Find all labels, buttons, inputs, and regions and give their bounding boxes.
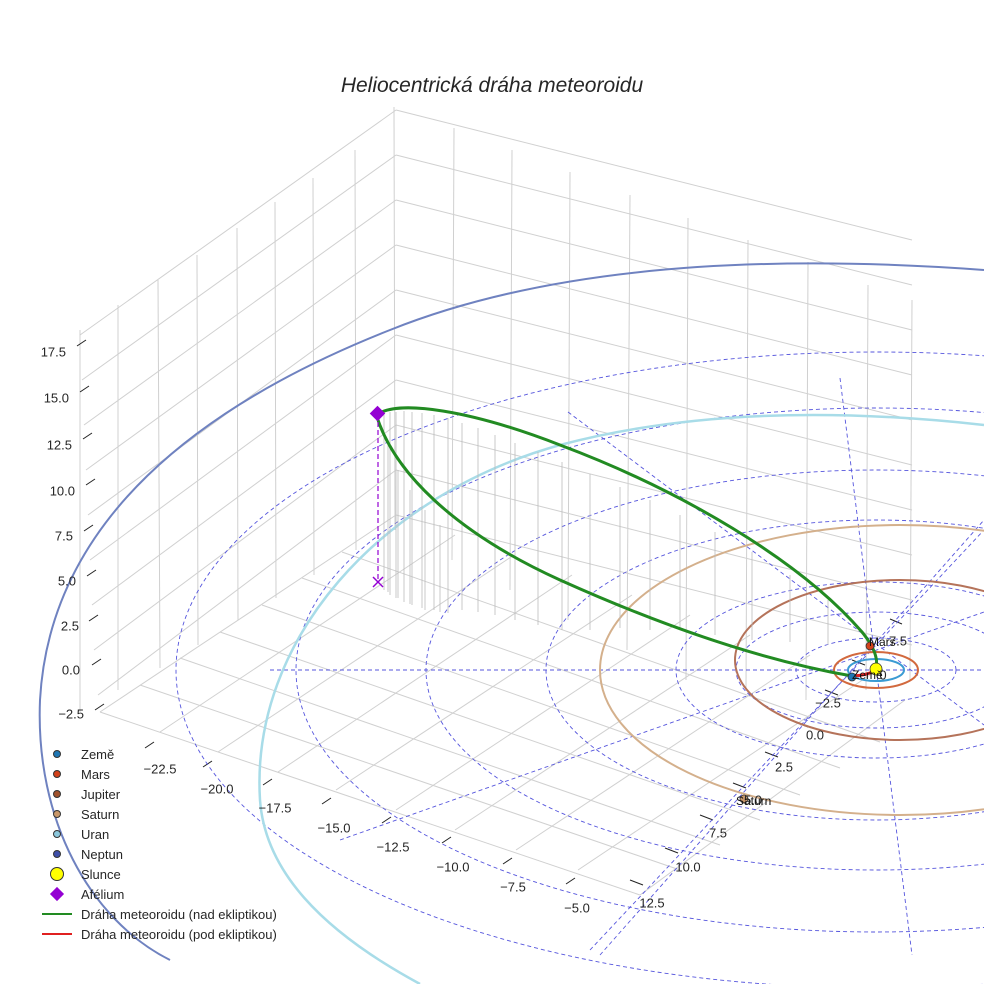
planet-orbits [38, 262, 984, 984]
bodies [739, 641, 883, 804]
z-axis-labels: 17.5 15.0 12.5 10.0 7.5 5.0 2.5 0.0 −2.5 [41, 344, 84, 721]
circle-marker-icon [40, 784, 74, 804]
y-tick-label: −2.5 [815, 695, 841, 710]
planet-labels: Mars Země Saturn [736, 635, 896, 808]
legend-label: Slunce [81, 866, 121, 882]
x-tick-label: −22.5 [144, 761, 177, 776]
tick-label: 0 [879, 667, 886, 682]
z-tick-label: 15.0 [44, 390, 69, 405]
legend-label: Uran [81, 826, 110, 842]
uranus-orbit [258, 413, 984, 984]
z-tick-label: 10.0 [50, 483, 75, 498]
mars-orbit [833, 651, 919, 689]
aphelion-marker [369, 405, 386, 422]
y-tick-label: 10.0 [675, 859, 700, 874]
extra-labels: 7.50 [879, 633, 907, 682]
y-tick-label: 12.5 [639, 895, 664, 910]
circle-marker-icon [40, 764, 74, 784]
legend-item: Afélium [40, 884, 277, 904]
planet-label: Mars [869, 635, 896, 649]
legend-item: Mars [40, 764, 277, 784]
meteoroid-orbit-above-lower [376, 418, 854, 678]
meteoroid-orbit-above [376, 406, 879, 670]
z-tick-label: −2.5 [58, 706, 84, 721]
chart-title: Heliocentrická dráha meteoroidu [340, 74, 644, 97]
line-marker-icon [40, 924, 74, 944]
line-marker-icon [40, 904, 74, 924]
legend-item: Dráha meteoroidu (nad ekliptikou) [40, 904, 277, 924]
saturn-marker [739, 794, 749, 804]
legend-label: Dráha meteoroidu (pod ekliptikou) [81, 926, 277, 942]
legend-item: Uran [40, 824, 277, 844]
droplines [383, 411, 829, 645]
x-tick-label: −12.5 [377, 839, 410, 854]
legend-item: Jupiter [40, 784, 277, 804]
legend-label: Jupiter [81, 786, 121, 802]
legend-label: Země [81, 746, 115, 762]
y-tick-label: 2.5 [775, 759, 793, 774]
legend-label: Mars [81, 766, 110, 782]
y-tick-label: 7.5 [709, 825, 727, 840]
circle-marker-icon [40, 844, 74, 864]
mars-marker [865, 641, 875, 651]
legend-item: Neptun [40, 844, 277, 864]
earth-marker [847, 672, 857, 682]
y-axis-labels: −2.5 0.0 2.5 5.0 7.5 10.0 12.5 [639, 695, 840, 910]
z-tick-label: 17.5 [41, 344, 66, 359]
circle-marker-icon [40, 744, 74, 764]
jupiter-orbit [734, 579, 984, 741]
neptune-orbit [38, 262, 984, 961]
legend-label: Dráha meteoroidu (nad ekliptikou) [81, 906, 277, 922]
z-tick-label: 5.0 [58, 573, 76, 588]
y-tick-label: 5.0 [744, 792, 762, 807]
z-tick-label: 2.5 [61, 618, 79, 633]
legend: Země Mars Jupiter Saturn Uran Neptun Slunce Afé… [40, 744, 277, 944]
z-tick-label: 7.5 [55, 528, 73, 543]
legend-item: Saturn [40, 804, 277, 824]
x-tick-label: −20.0 [201, 781, 234, 796]
diamond-marker-icon [40, 884, 74, 904]
sun-marker [869, 662, 883, 676]
saturn-orbit [599, 524, 984, 816]
legend-item: Země [40, 744, 277, 764]
planet-label: Saturn [736, 794, 771, 808]
circle-marker-icon [40, 824, 74, 844]
legend-item: Dráha meteoroidu (pod ekliptikou) [40, 924, 277, 944]
tick-label: 7.5 [889, 633, 907, 648]
y-tick-label: 0.0 [806, 727, 824, 742]
pane-grid [79, 106, 913, 896]
x-tick-label: −15.0 [318, 820, 351, 835]
x-tick-label: −5.0 [564, 900, 590, 915]
x-axis-labels: −22.5 −20.0 −17.5 −15.0 −12.5 −10.0 −7.5 −5.0 [144, 761, 590, 915]
circle-marker-icon [40, 804, 74, 824]
ecliptic-polar-grid [175, 351, 984, 984]
legend-item: Slunce [40, 864, 277, 884]
planet-label: Země [852, 668, 883, 682]
z-tick-label: 12.5 [47, 437, 72, 452]
x-tick-label: −7.5 [500, 879, 526, 894]
legend-label: Neptun [81, 846, 123, 862]
legend-label: Afélium [81, 886, 125, 902]
aphelion-projection-marker [372, 576, 384, 588]
x-tick-label: −17.5 [259, 800, 292, 815]
legend-label: Saturn [81, 806, 120, 822]
x-tick-label: −10.0 [437, 859, 470, 874]
z-tick-label: 0.0 [62, 662, 80, 677]
circle-marker-icon [40, 864, 74, 884]
